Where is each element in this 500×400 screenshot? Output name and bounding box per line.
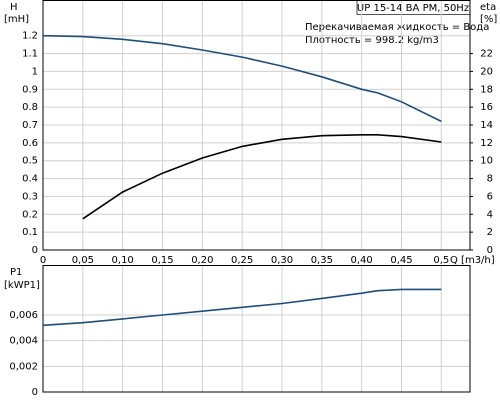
- series-line: [42, 288, 442, 327]
- y2-tick-label: 2: [487, 227, 493, 238]
- y2-tick-label: 10: [480, 156, 493, 167]
- x-tick-label: 0,40: [351, 255, 373, 266]
- x-tick-label: 0,5: [433, 255, 449, 266]
- y2-tick-label: 14: [480, 120, 493, 131]
- x-tick-label: 0,15: [151, 255, 173, 266]
- series-line: [82, 134, 442, 220]
- y-tick-label: 0.3: [22, 191, 38, 202]
- y2-tick-label: 22: [480, 49, 493, 60]
- y-tick-label: 0: [32, 387, 38, 398]
- y-tick-label: 0,006: [9, 310, 38, 321]
- y-tick-label: 0.6: [22, 138, 38, 149]
- y-axis-unit: [mH]: [4, 14, 29, 25]
- y-tick-label: 0.9: [22, 84, 38, 95]
- annotation: Перекачиваемая жидкость = Вода: [305, 22, 489, 33]
- y-tick-label: 1.1: [22, 49, 38, 60]
- y-tick-label: 0.8: [22, 102, 38, 113]
- x-tick-label: 0: [40, 255, 46, 266]
- y-tick-label: 1.2: [22, 31, 38, 42]
- y-tick-label: 1: [32, 66, 38, 77]
- x-tick-label: 0,25: [231, 255, 253, 266]
- y2-tick-label: 4: [487, 209, 493, 220]
- y-tick-label: 0.4: [22, 174, 38, 185]
- y-tick-label: 0.2: [22, 209, 38, 220]
- y-tick-label: 0,004: [9, 336, 38, 347]
- y-tick-label: 0: [32, 245, 38, 256]
- x-tick-label: 0,05: [72, 255, 94, 266]
- y2-axis-unit: [%]: [480, 14, 497, 25]
- x-tick-label: 0,10: [112, 255, 134, 266]
- y-axis-label: P1: [10, 267, 22, 278]
- annotation: Плотность = 998.2 kg/m3: [305, 35, 439, 46]
- plot-frame: [42, 0, 471, 251]
- y2-axis-label: eta: [480, 2, 496, 13]
- y2-tick-label: 12: [480, 138, 493, 149]
- x-axis-label: Q [m3/h]: [450, 255, 495, 266]
- y-tick-label: 0.1: [22, 227, 38, 238]
- y-axis-label: H: [10, 2, 18, 13]
- x-tick-label: 0,45: [390, 255, 412, 266]
- y2-tick-label: 20: [480, 66, 493, 77]
- y-tick-label: 0.7: [22, 120, 38, 131]
- y-axis-unit: [kWP1]: [4, 280, 40, 291]
- x-tick-label: 0,30: [271, 255, 293, 266]
- series-line: [42, 34, 442, 123]
- y-tick-label: 0,002: [9, 361, 38, 372]
- y2-tick-label: 16: [480, 102, 493, 113]
- plot-frame: [42, 265, 471, 393]
- chart-title: UP 15-14 BA PM, 50Hz: [357, 3, 469, 14]
- y2-tick-label: 0: [487, 245, 493, 256]
- x-tick-label: 0,20: [191, 255, 213, 266]
- y2-tick-label: 18: [480, 84, 493, 95]
- x-tick-label: 0,35: [311, 255, 333, 266]
- y2-tick-label: 8: [487, 174, 493, 185]
- y-tick-label: 0.5: [22, 156, 38, 167]
- y2-tick-label: 6: [487, 191, 493, 202]
